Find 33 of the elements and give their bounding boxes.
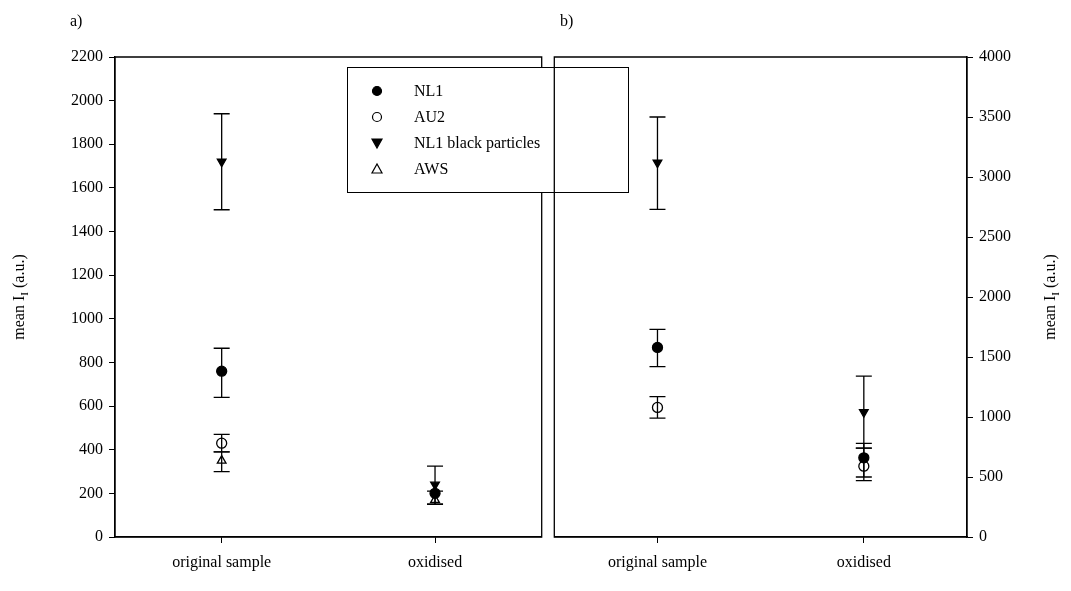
y2-tick-label: 4000 bbox=[979, 47, 1011, 65]
y-tick-label: 1400 bbox=[71, 221, 103, 239]
y-tick-label: 600 bbox=[79, 396, 103, 414]
x-tick-label: original sample bbox=[172, 552, 272, 571]
y2-tick-label: 1000 bbox=[979, 407, 1011, 425]
y-tick-label: 2000 bbox=[71, 90, 103, 108]
chart-title: a) bbox=[70, 12, 83, 31]
legend-label: NL1 black particles bbox=[414, 133, 541, 154]
x-tick-label: oxidised bbox=[836, 552, 891, 570]
y2-tick-label: 2000 bbox=[979, 287, 1011, 305]
y2-tick-label: 2500 bbox=[979, 227, 1011, 245]
y-tick-label: 400 bbox=[79, 439, 103, 457]
x-tick-label: original sample bbox=[607, 552, 708, 571]
y-tick-label: 1600 bbox=[71, 178, 103, 196]
y-tick-label: 1200 bbox=[71, 265, 103, 283]
y2-tick-label: 3000 bbox=[979, 167, 1011, 185]
y2-tick-label: 0 bbox=[979, 527, 987, 545]
y-tick-label: 1000 bbox=[71, 309, 103, 327]
y-tick-label: 200 bbox=[79, 483, 103, 501]
y-tick-label: 0 bbox=[95, 527, 103, 545]
chart-title: b) bbox=[560, 12, 574, 31]
y2-axis-title: mean II (a.u.) bbox=[1041, 254, 1061, 340]
y2-tick-label: 500 bbox=[979, 467, 1003, 485]
y-tick-label: 800 bbox=[79, 352, 103, 370]
y-tick-label: 2200 bbox=[71, 47, 103, 65]
x-tick-label: oxidised bbox=[407, 552, 463, 570]
y2-tick-label: 3500 bbox=[979, 107, 1011, 125]
y-tick-label: 1800 bbox=[71, 134, 103, 152]
legend-label: NL1 bbox=[414, 81, 444, 101]
y-axis-title: mean II (a.u.) bbox=[10, 254, 30, 340]
legend-label: AU2 bbox=[414, 107, 446, 127]
y2-tick-label: 1500 bbox=[979, 347, 1011, 365]
legend-label: AWS bbox=[414, 159, 449, 179]
